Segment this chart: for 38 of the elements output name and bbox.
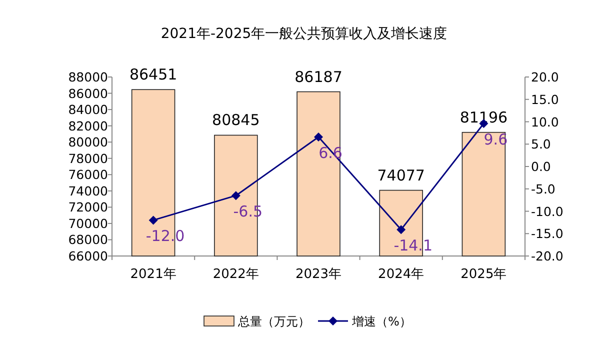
point <box>148 216 158 225</box>
point <box>231 191 240 200</box>
data-label: 80845 <box>212 111 260 130</box>
chart-title: 2021年-2025年一般公共预算收入及增长速度 <box>160 26 448 42</box>
data-label: 74077 <box>377 166 425 184</box>
point <box>396 225 406 234</box>
y2-tick-label: 10.0 <box>531 114 559 130</box>
y2-tick-label: -5.0 <box>531 181 556 196</box>
y2-tick-label: -20.0 <box>531 248 564 264</box>
y-tick-label: 88000 <box>68 70 108 84</box>
legend-label: 增速（%） <box>351 314 412 328</box>
y-tick-label: 76000 <box>68 167 108 182</box>
y-tick-label: 80000 <box>68 134 108 150</box>
y2-tick-label: 0.0 <box>531 159 551 174</box>
data-label: 86187 <box>294 68 342 86</box>
y-tick-label: 74000 <box>68 183 108 198</box>
y-tick-label: 86000 <box>68 86 108 101</box>
x-tick-label: 2025年 <box>460 267 507 282</box>
x-tick-label: 2021年 <box>130 267 176 282</box>
y-tick-label: 84000 <box>68 102 108 118</box>
y2-tick-label: 20.0 <box>531 70 559 84</box>
y2-tick-label: -15.0 <box>531 226 564 242</box>
y-tick-label: 82000 <box>68 118 108 134</box>
y-tick-label: 66000 <box>68 248 108 264</box>
y-tick-label: 72000 <box>68 200 108 215</box>
data-label: 86451 <box>129 66 178 84</box>
y2-tick-label: 15.0 <box>531 92 559 107</box>
y-tick-label: 70000 <box>68 216 108 231</box>
data-label: 81196 <box>460 108 508 126</box>
y-tick-label: 78000 <box>68 150 108 166</box>
x-tick-label: 2024年 <box>378 267 424 282</box>
legend-label: 总量（万元） <box>237 314 310 328</box>
x-tick-label: 2023年 <box>295 267 342 282</box>
x-tick-label: 2022年 <box>212 267 259 282</box>
point <box>314 132 323 142</box>
y-tick-label: 68000 <box>68 232 108 248</box>
y2-tick-label: -10.0 <box>531 204 564 219</box>
y2-tick-label: 5.0 <box>531 136 551 152</box>
